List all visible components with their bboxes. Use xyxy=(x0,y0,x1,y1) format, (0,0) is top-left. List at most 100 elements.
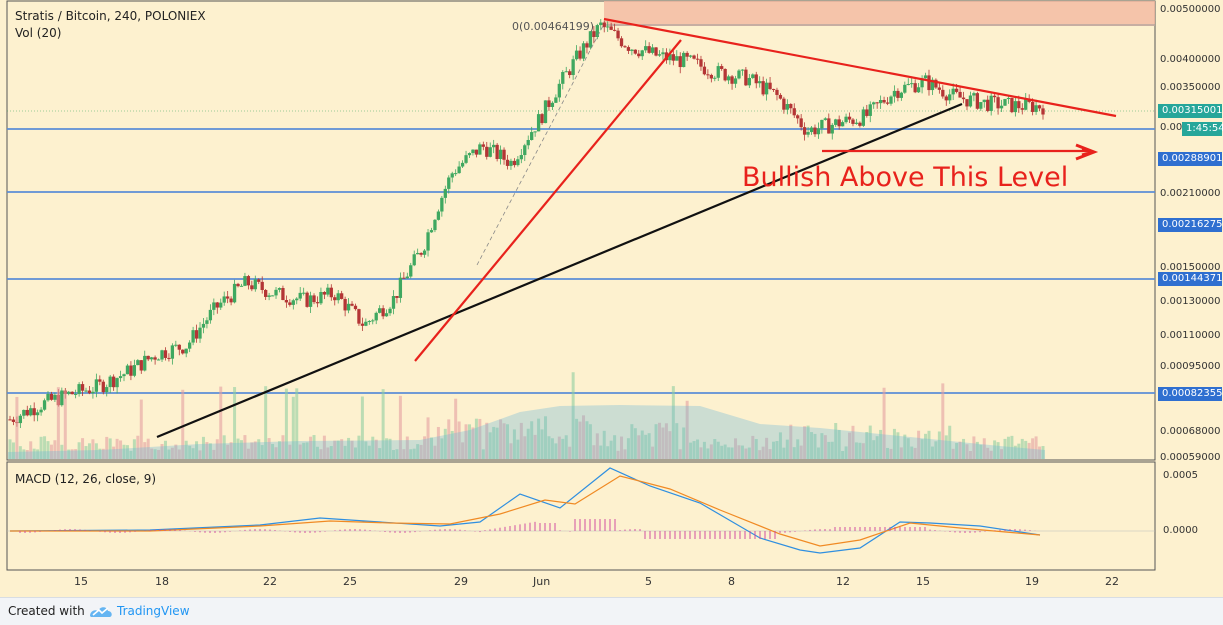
chart-frame[interactable]: Bullish Above This Level Stratis / Bitco… xyxy=(0,0,1223,597)
volume-bar xyxy=(899,447,903,459)
volume-bar xyxy=(381,389,385,459)
volume-bar xyxy=(913,447,917,459)
candle-body xyxy=(550,102,555,107)
volume-bar xyxy=(471,427,475,459)
candle-body xyxy=(837,119,841,127)
candle-body xyxy=(799,118,803,128)
volume-bar xyxy=(447,419,451,459)
volume-bar xyxy=(578,421,582,459)
candle-body xyxy=(236,283,240,287)
candle-body xyxy=(547,100,551,107)
candle-body xyxy=(46,393,50,401)
volume-bar xyxy=(136,435,140,459)
volume-bar xyxy=(689,442,693,459)
volume-bar xyxy=(516,439,520,459)
candle-body xyxy=(630,49,634,51)
volume-bar xyxy=(360,396,364,459)
volume-bar xyxy=(996,442,1000,459)
volume-bar xyxy=(63,390,67,459)
candle-body xyxy=(899,92,904,98)
volume-bar xyxy=(875,436,879,459)
volume-bar xyxy=(806,425,810,459)
candle-body xyxy=(571,59,575,76)
candle-body xyxy=(609,26,613,30)
candle-body xyxy=(633,49,637,54)
candle-body xyxy=(778,94,783,99)
volume-bar xyxy=(785,439,789,459)
volume-bar xyxy=(340,439,344,459)
volume-bar xyxy=(671,386,675,459)
candle-body xyxy=(32,408,36,416)
candle-body xyxy=(495,144,499,159)
volume-bar xyxy=(46,441,50,459)
candle-body xyxy=(606,26,610,28)
candle-body xyxy=(1034,105,1038,112)
candle-body xyxy=(333,297,337,301)
volume-bar xyxy=(716,441,720,459)
candle-body xyxy=(22,409,26,416)
price-axis-tick: 0.00068000 xyxy=(1160,426,1221,437)
candle-body xyxy=(149,357,154,360)
volume-bar xyxy=(626,438,630,459)
volume-bar xyxy=(713,439,717,459)
candle-body xyxy=(426,232,430,251)
candle-body xyxy=(416,252,420,255)
volume-bar xyxy=(322,435,326,459)
tradingview-brand-link[interactable]: TradingView xyxy=(117,604,190,618)
candle-body xyxy=(433,219,437,231)
volume-bar xyxy=(236,438,240,459)
volume-bar xyxy=(613,435,617,459)
volume-bar xyxy=(851,425,855,459)
candle-body xyxy=(419,252,423,255)
candle-body xyxy=(326,287,330,295)
candle-body xyxy=(619,38,624,47)
candle-body xyxy=(668,54,672,61)
candle-body xyxy=(968,95,973,107)
volume-bar xyxy=(778,432,782,459)
candle-body xyxy=(972,93,976,96)
time-axis-tick: 22 xyxy=(1105,575,1119,588)
candle-body xyxy=(464,155,468,163)
candle-body xyxy=(60,390,64,406)
volume-bar xyxy=(796,439,800,459)
candle-body xyxy=(702,66,707,75)
volume-bar xyxy=(132,439,136,459)
candle-body xyxy=(868,104,872,116)
candle-body xyxy=(115,378,119,388)
volume-bar xyxy=(198,450,202,459)
volume-bar xyxy=(685,400,689,459)
volume-bar xyxy=(1020,438,1024,459)
candle-body xyxy=(561,72,565,84)
volume-bar xyxy=(816,447,820,459)
volume-bar xyxy=(896,432,900,459)
volume-bar xyxy=(395,449,399,459)
candle-body xyxy=(820,119,824,129)
volume-bar xyxy=(640,430,644,459)
candle-body xyxy=(958,91,962,98)
volume-indicator-label: Vol (20) xyxy=(15,26,62,40)
candle-body xyxy=(260,281,264,290)
volume-bar xyxy=(986,447,990,459)
candle-body xyxy=(270,295,275,297)
volume-bar xyxy=(592,445,596,459)
volume-bar xyxy=(419,444,423,459)
candle-body xyxy=(878,100,883,104)
volume-bar xyxy=(492,426,496,459)
candle-body xyxy=(291,300,295,305)
candle-body xyxy=(816,128,821,135)
candle-body xyxy=(360,323,365,326)
candle-body xyxy=(574,50,579,60)
candle-body xyxy=(350,303,354,306)
candle-body xyxy=(422,250,427,255)
volume-bar xyxy=(599,445,603,459)
volume-bar xyxy=(174,444,178,459)
volume-bar xyxy=(416,444,420,459)
volume-bar xyxy=(215,439,219,459)
volume-bar xyxy=(754,439,758,459)
chart-canvas[interactable]: Bullish Above This Level xyxy=(0,0,1223,597)
volume-bar xyxy=(557,436,561,459)
volume-bar xyxy=(423,436,427,459)
candle-body xyxy=(357,309,361,324)
candle-body xyxy=(872,102,876,105)
candle-body xyxy=(319,291,323,304)
